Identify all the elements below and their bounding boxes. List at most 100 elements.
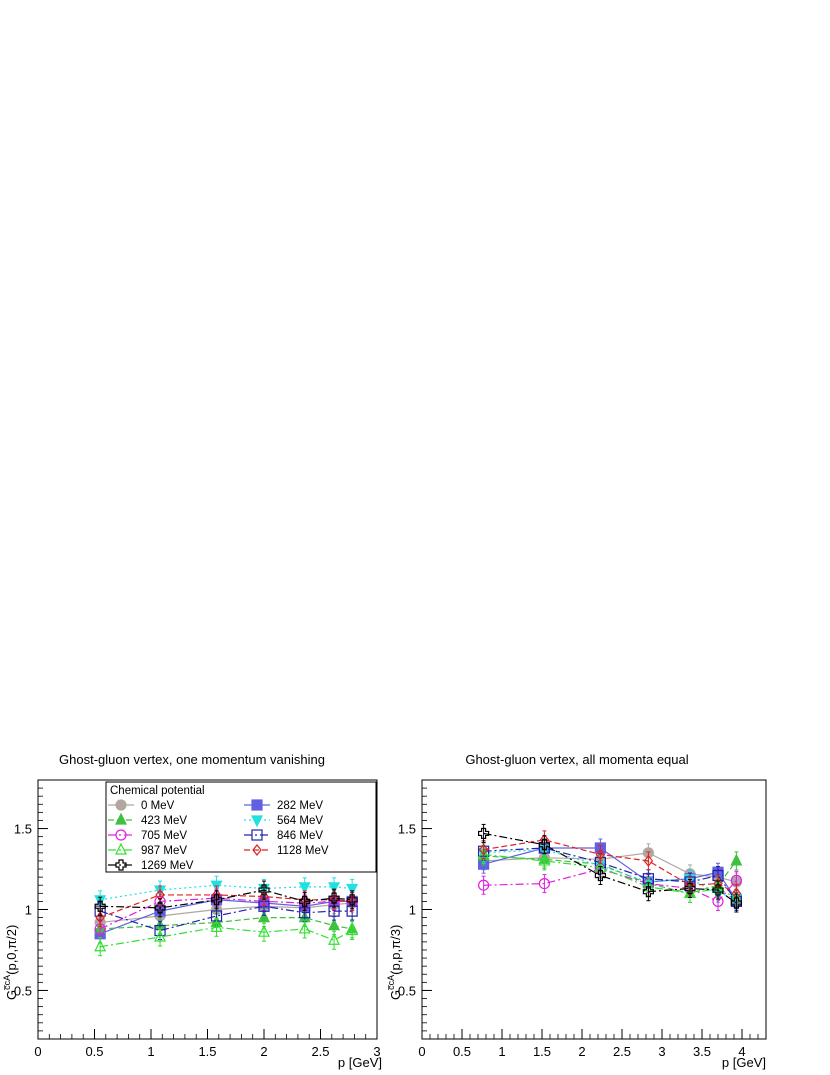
data-point (712, 884, 724, 896)
data-point (478, 879, 490, 891)
y-axis-label-right: Gc̅cA(p,p,π/3) (386, 925, 403, 1000)
legend-label: 705 MeV (141, 830, 187, 842)
data-point (210, 894, 223, 906)
data-point (259, 890, 269, 903)
legend-entry: 282 MeV (244, 799, 323, 812)
legend-label: 1269 MeV (141, 860, 194, 872)
data-point (328, 892, 340, 904)
y-tick-label: 0.5 (14, 983, 32, 998)
data-point (538, 839, 551, 851)
x-tick-label: 0 (418, 1044, 425, 1059)
x-tick-label: 0 (34, 1044, 41, 1059)
legend-entries: 0 MeV 423 MeV 705 MeV 987 MeV 1269 MeV 282 Me… (108, 799, 329, 872)
data-point (346, 894, 358, 906)
data-point (594, 869, 607, 882)
data-point (478, 843, 489, 856)
series-layer-left (94, 875, 359, 957)
legend-marker (115, 829, 127, 841)
data-point (210, 919, 223, 932)
legend-entry: 1269 MeV (108, 859, 194, 872)
data-point (94, 939, 107, 952)
y-axis-label-args-left: (p,0,π/2) (4, 925, 19, 975)
data-point (258, 910, 270, 923)
series-line (100, 926, 353, 948)
series-1128-mev (478, 830, 742, 903)
legend-entry: 0 MeV (108, 799, 175, 812)
data-point (595, 848, 606, 861)
series-564-mev (477, 840, 743, 908)
legend-label: 846 MeV (277, 830, 323, 842)
data-point (346, 923, 359, 936)
data-point (730, 897, 743, 909)
x-tick-label: 2 (578, 1044, 585, 1059)
legend-label: 1128 MeV (277, 845, 329, 857)
data-point (258, 924, 270, 937)
y-axis-label-left: Gc̅cA(p,0,π/2) (2, 925, 19, 1000)
legend-entry: 1128 MeV (244, 844, 329, 857)
data-point (94, 900, 106, 912)
data-point (730, 853, 743, 866)
series-line (100, 884, 353, 901)
data-point (298, 921, 311, 934)
y-tick-label: 1.5 (398, 822, 416, 837)
legend-label: 987 MeV (141, 845, 187, 857)
legend-entry: 846 MeV (244, 829, 323, 842)
plot-frame-right (421, 779, 767, 1040)
x-tick-label: 0.5 (453, 1044, 471, 1059)
y-tick-label: 1.5 (14, 822, 32, 837)
data-point (328, 932, 341, 945)
data-point (258, 884, 270, 896)
legend-entry: 423 MeV (108, 812, 187, 827)
axis-ticks-left: 0 0.5 1 1.5 2 2.5 3 0.5 1 1.5 (14, 787, 381, 1059)
legend: Chemical potential 0 MeV 423 MeV 705 MeV 98… (105, 781, 377, 873)
y-axis-label-sup-left: c̅cA (2, 975, 12, 991)
y-axis-label-main-right: G (388, 990, 403, 1000)
legend-entry: 705 MeV (108, 829, 187, 842)
x-tick-label: 0.5 (85, 1044, 103, 1059)
x-tick-label: 3.5 (693, 1044, 711, 1059)
x-axis-label-right: p [GeV] (722, 1055, 766, 1070)
chart-title-right: Ghost-gluon vertex, all momenta equal (465, 752, 688, 767)
y-axis-label-main-left: G (4, 990, 19, 1000)
x-tick-label: 3 (658, 1044, 665, 1059)
series-line (99, 899, 353, 935)
legend-marker (252, 844, 262, 856)
legend-label: 423 MeV (141, 815, 187, 827)
data-point (538, 853, 551, 866)
series-1269-mev (478, 823, 743, 913)
series-line (483, 852, 737, 883)
data-point (328, 918, 341, 931)
chart-title-left: Ghost-gluon vertex, one momentum vanishi… (59, 752, 325, 767)
data-point (346, 883, 359, 896)
series-987-mev (94, 917, 359, 957)
legend-label: 0 MeV (141, 800, 175, 812)
legend-label: 564 MeV (277, 815, 323, 827)
data-point (298, 882, 311, 895)
y-tick-label: 1 (409, 903, 416, 918)
x-tick-label: 4 (738, 1044, 745, 1059)
legend-marker (115, 799, 127, 811)
legend-entry: 564 MeV (244, 815, 323, 828)
x-tick-label: 2.5 (613, 1044, 631, 1059)
legend-entry: 987 MeV (108, 842, 187, 857)
data-point (154, 902, 166, 914)
legend-label: 282 MeV (277, 800, 323, 812)
x-tick-label: 1.5 (533, 1044, 551, 1059)
series-line (483, 839, 737, 894)
x-tick-label: 1 (498, 1044, 505, 1059)
chart-panel-left: Ghost-gluon vertex, one momentum vanishi… (2, 752, 382, 1070)
x-tick-label: 1 (147, 1044, 154, 1059)
data-point (642, 886, 655, 898)
series-line (483, 868, 737, 903)
data-point (154, 929, 167, 942)
x-tick-label: 1.5 (198, 1044, 216, 1059)
y-tick-label: 0.5 (398, 983, 416, 998)
data-point (95, 911, 105, 924)
axis-ticks-right: 0 0.5 1 1.5 2 2.5 3 3.5 4 0.5 1 1.5 (398, 787, 767, 1059)
legend-marker (115, 842, 127, 855)
y-axis-label-sup-right: c̅cA (386, 975, 396, 991)
data-point (299, 895, 311, 908)
legend-marker (251, 815, 263, 828)
x-axis-label-left: p [GeV] (338, 1055, 382, 1070)
